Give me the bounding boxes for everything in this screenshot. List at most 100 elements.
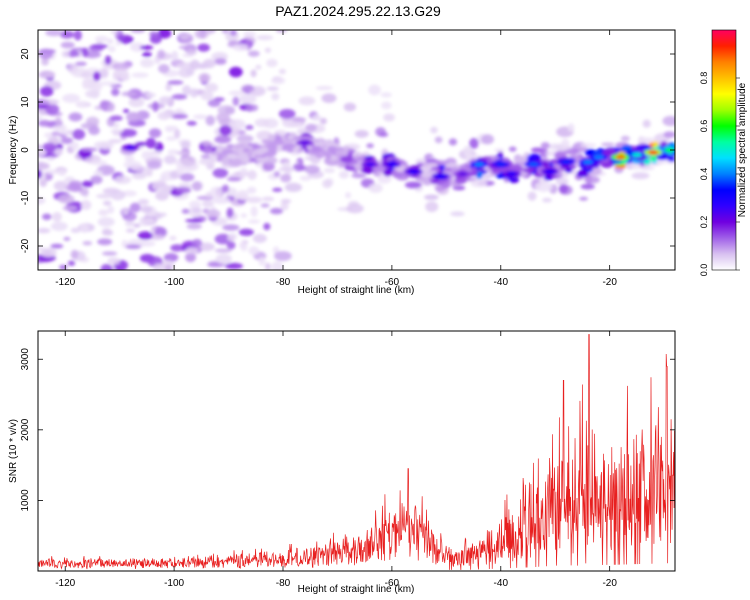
spectral-blob: [40, 247, 57, 258]
spectral-blob: [354, 130, 369, 138]
spectral-blob: [262, 196, 275, 202]
spectral-blob: [534, 181, 553, 192]
spectral-blob: [67, 260, 76, 267]
spectral-blob: [202, 140, 212, 147]
spectral-blob: [181, 208, 190, 214]
spectral-blob: [264, 262, 271, 270]
spectral-blob: [128, 97, 145, 108]
spectral-blob: [38, 196, 46, 205]
spectral-blob: [463, 145, 472, 157]
top-x-axis-label: Height of straight line (km): [298, 285, 415, 296]
spectral-blob: [248, 219, 261, 224]
spectral-blob: [79, 223, 89, 233]
spectral-blob: [193, 114, 208, 120]
spectral-blob: [129, 202, 141, 213]
bottom-y-axis-label: SNR (10 * v/v): [8, 419, 19, 483]
spectral-blob: [180, 141, 191, 149]
spectral-blob: [256, 34, 274, 41]
spectral-blob: [319, 117, 327, 125]
colorbar-tick-label: 0.8: [699, 72, 709, 85]
spectral-blob: [212, 168, 229, 178]
spectral-blob: [121, 190, 137, 197]
bottom-x-axis-label: Height of straight line (km): [298, 584, 415, 595]
spectral-blob: [151, 180, 167, 191]
spectral-blob: [176, 62, 194, 69]
ridge-blob: [471, 165, 477, 174]
spectral-blob: [141, 218, 156, 225]
spectral-blob: [97, 217, 115, 227]
spectral-blob: [228, 66, 243, 78]
spectral-blob: [448, 138, 458, 146]
spectral-blob: [272, 187, 283, 192]
spectral-blob: [567, 123, 575, 133]
ridge-peak: [408, 169, 419, 174]
spectral-blob: [219, 125, 232, 136]
top-x-axis-ticks: -120 -100 -80 -60 -40 -20: [55, 30, 617, 288]
spectral-blob: [214, 58, 227, 65]
spectral-blob: [298, 96, 316, 106]
spectral-blob: [232, 43, 249, 52]
spectral-blob: [240, 213, 248, 218]
spectral-blob: [170, 113, 188, 120]
spectral-blob: [152, 101, 159, 112]
spectral-blob: [70, 249, 79, 259]
spectral-blob: [377, 174, 392, 184]
spectral-blob: [245, 196, 263, 204]
spectral-blob: [150, 150, 162, 156]
spectral-blob: [191, 181, 202, 191]
spectral-blob: [110, 88, 120, 97]
spectral-blob: [266, 86, 279, 91]
spectral-blob: [450, 211, 465, 217]
spectral-blob: [123, 108, 130, 114]
spectral-blob: [580, 143, 597, 148]
spectral-blob: [121, 91, 137, 97]
spectral-blob: [271, 92, 280, 101]
spectral-blob: [425, 201, 439, 213]
spectral-blob: [207, 99, 221, 108]
spectral-blob: [55, 116, 62, 126]
ridge-peak: [457, 172, 468, 176]
spectral-blob: [246, 104, 254, 112]
spectral-blob: [280, 173, 292, 183]
spectral-blob: [90, 44, 109, 49]
spectral-blob: [108, 45, 116, 53]
spectral-blob: [250, 69, 257, 78]
spectral-blob: [92, 71, 101, 82]
spectral-blob: [179, 173, 195, 182]
spectral-blob: [642, 119, 651, 128]
colorbar-gradient: [712, 30, 736, 270]
page-title: PAZ1.2024.295.22.13.G29: [275, 3, 441, 19]
ridge-blob: [322, 139, 333, 146]
y-tick-label: 10: [20, 96, 31, 108]
spectral-blob: [280, 202, 289, 211]
spectral-blob: [72, 129, 86, 140]
spectral-blob: [191, 238, 203, 248]
spectral-blob: [164, 264, 173, 270]
spectral-blob: [631, 172, 650, 180]
ridge-blob: [543, 174, 553, 181]
spectral-blob: [255, 64, 262, 70]
spectral-blob: [346, 143, 359, 149]
spectral-blob: [50, 243, 64, 249]
spectral-blob: [630, 163, 641, 170]
snr-frame: [37, 330, 676, 572]
spectral-blob: [140, 58, 155, 68]
spectral-blob: [304, 156, 319, 161]
spectral-blob: [189, 59, 200, 70]
colorbar-tick-label: 0.6: [699, 120, 709, 133]
spectral-blob: [60, 41, 75, 49]
ridge-peak: [648, 150, 659, 155]
spectral-blob: [258, 256, 266, 266]
spectral-blob: [205, 115, 216, 126]
spectral-blob: [380, 92, 392, 98]
spectral-blob: [125, 244, 142, 250]
spectral-blob: [198, 72, 211, 83]
spectral-blob: [153, 263, 165, 270]
x-tick-label: -60: [385, 578, 400, 589]
colorbar-label: Normalized spectral amplitude: [737, 82, 748, 217]
ridge-blob: [372, 165, 386, 173]
spectral-blob: [125, 228, 136, 233]
spectral-blob: [93, 170, 103, 176]
spectral-blob: [107, 257, 121, 265]
spectral-blob: [45, 73, 54, 79]
